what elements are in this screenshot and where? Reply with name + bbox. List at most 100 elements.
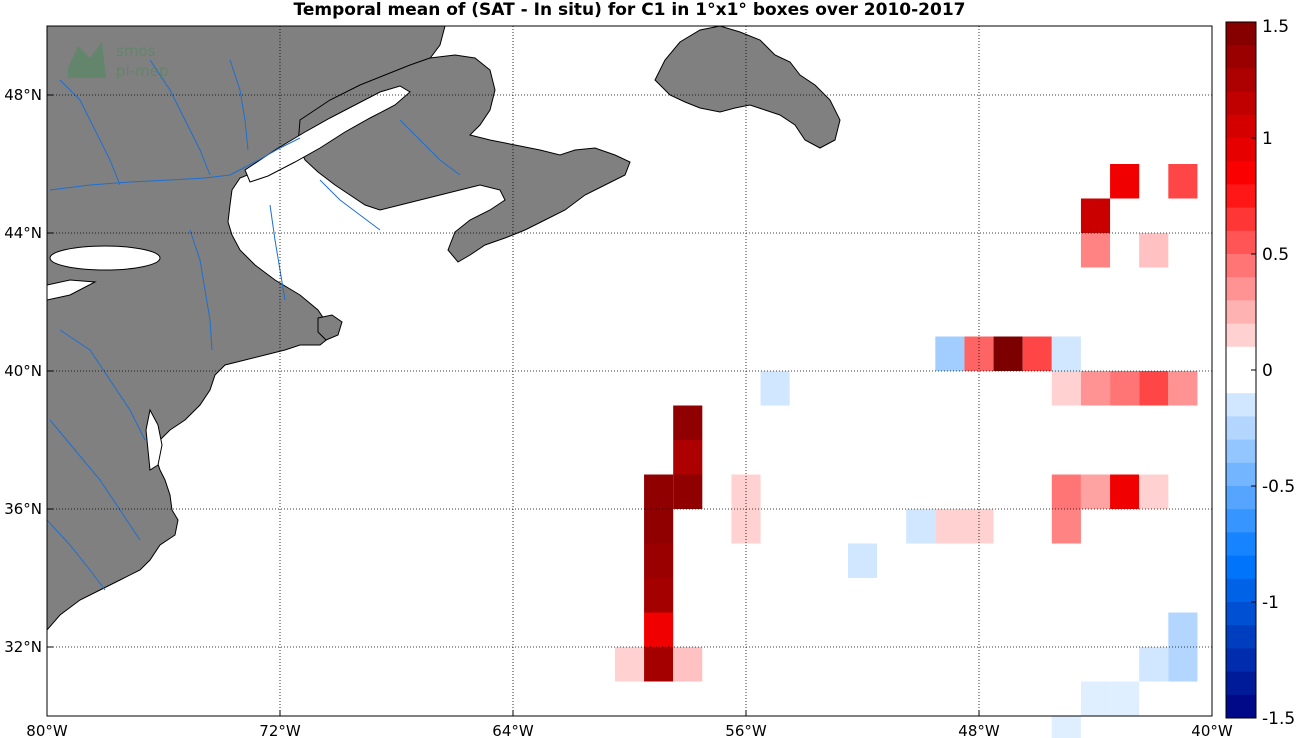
land-cape-cod [317,314,343,341]
land-newfoundland [654,26,841,149]
heatmap-cell [1168,164,1198,199]
colorbar-swatch [1226,532,1256,557]
watermark-line1: smos [116,42,156,60]
grid-layer [47,26,1212,716]
heatmap-cell [1080,681,1111,716]
heatmap-cell [935,336,965,371]
colorbar-swatch [1226,648,1256,673]
colorbar-swatch [1226,462,1256,487]
heatmap-cell [906,509,936,544]
chesapeake-bay [145,408,163,471]
colorbar-tick-label: -1.5 [1262,709,1295,729]
heatmap-cell [731,509,761,544]
watermark-logo: smos pi-mep [68,42,168,80]
colorbar-tick-label: 1 [1262,129,1273,149]
heatmap-cell [1139,647,1169,682]
colorbar-swatch [1226,671,1256,696]
heatmap-cell [1110,371,1140,406]
colorbar-swatch [1226,22,1256,46]
colorbar-swatch [1226,230,1256,255]
map-title: Temporal mean of (SAT - In situ) for C1 … [293,0,966,20]
heatmap-cell [1110,164,1140,199]
lat-tick-label: 32°N [4,638,42,656]
heatmap-cell [1168,647,1198,682]
cells-layer [614,164,1198,738]
colorbar-swatch [1226,254,1256,278]
heatmap-cell [1051,716,1081,738]
colorbar-tick-label: 0 [1262,361,1273,381]
colorbar-swatch [1226,486,1256,510]
colorbar-swatch [1226,578,1256,603]
logo-mark-icon [68,42,106,78]
heatmap-cell [644,543,674,578]
heatmap-cell [1139,371,1169,406]
lon-tick-label: 48°W [958,722,1000,738]
colorbar-swatch [1226,370,1256,394]
heatmap-cell [1080,474,1111,509]
colorbar-swatch [1226,416,1256,441]
lake-erie [47,279,97,301]
colorbar-swatch [1226,184,1256,209]
land-layer [47,26,841,631]
lon-tick-label: 72°W [259,722,301,738]
colorbar-swatch [1226,555,1256,580]
heatmap-cell [673,647,703,682]
heatmap-cell [993,336,1023,371]
lon-tick-label: 56°W [725,722,767,738]
colorbar-tick-label: -0.5 [1262,477,1295,497]
heatmap-cell [1051,509,1081,544]
colorbar-swatch [1226,45,1256,69]
colorbar-tick-label: -1 [1262,593,1279,613]
heatmap-cell [1168,371,1198,406]
watermark-line2: pi-mep [116,62,168,80]
colorbar-swatch [1226,207,1256,232]
heatmap-cell [673,440,703,475]
heatmap-cell [644,474,674,509]
heatmap-cell [673,405,703,440]
colorbar-swatch [1226,346,1256,371]
colorbar-tick-label: 0.5 [1262,245,1289,265]
heatmap-cell [614,647,645,682]
heatmap-cell [1051,474,1081,509]
heatmap-cell [1051,371,1081,406]
colorbar-swatch [1226,91,1256,116]
lon-tick-label: 64°W [492,722,534,738]
heatmap-cell [644,647,674,682]
heatmap-cell [673,474,703,509]
heatmap-cell [1139,474,1169,509]
colorbar: 1.5 1 0.5 0 -0.5 -1 -1.5 [1225,17,1295,729]
colorbar-swatch [1226,393,1256,417]
lake-ontario [49,245,161,271]
heatmap-cell [644,578,674,613]
colorbar-swatch [1226,114,1256,139]
heatmap-cell [964,509,994,544]
colorbar-swatch [1226,300,1256,325]
heatmap-cell [935,509,965,544]
heatmap-cell [644,612,674,647]
heatmap-cell [1110,681,1140,716]
st-lawrence-gulf [244,85,411,183]
heatmap-cell [1110,474,1140,509]
colorbar-swatch [1226,68,1256,93]
heatmap-cell [1022,336,1052,371]
colorbar-swatch [1226,602,1256,626]
lon-tick-label: 80°W [26,722,68,738]
heatmap-cell [1168,612,1198,647]
rivers [47,59,461,591]
axis-ticks: 80°W 72°W 64°W 56°W 48°W 40°W 32°N 36°N 40°N 44°N… [4,86,1233,738]
colorbar-swatch [1226,694,1256,719]
heatmap-cell [1080,371,1111,406]
heatmap-cell [1051,336,1081,371]
lat-tick-label: 44°N [4,224,42,242]
colorbar-swatch [1226,161,1256,185]
heatmap-cell [847,543,878,578]
heatmap-cell [760,371,790,406]
colorbar-tick-label: 1.5 [1262,17,1289,37]
colorbar-swatch [1226,138,1256,162]
heatmap-cell [1080,233,1111,268]
lat-tick-label: 48°N [4,86,42,104]
lat-tick-label: 36°N [4,500,42,518]
lon-tick-label: 40°W [1191,722,1233,738]
lat-tick-label: 40°N [4,362,42,380]
